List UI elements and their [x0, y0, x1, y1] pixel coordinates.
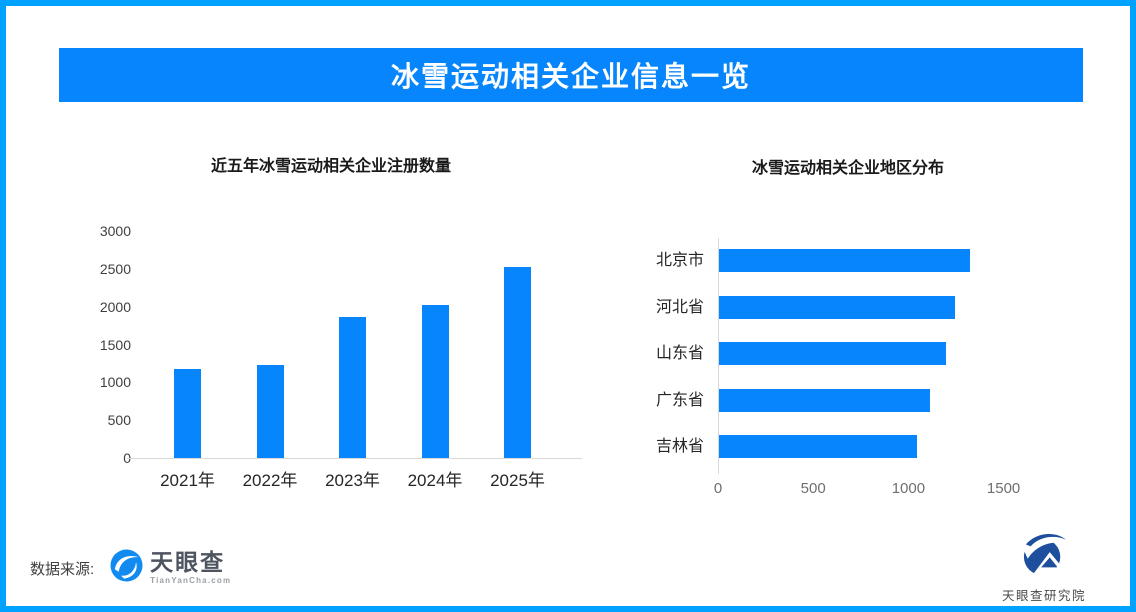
category-label-吉林省: 吉林省	[655, 438, 704, 455]
x-axis-category-label: 2022年	[242, 471, 298, 490]
bar-2023年	[339, 317, 366, 458]
region-chart-title: 冰雪运动相关企业地区分布	[751, 160, 944, 177]
x-axis-tick-label: 1500	[986, 480, 1021, 497]
y-axis-tick-label: 1500	[99, 336, 131, 353]
bar-山东省	[719, 342, 946, 365]
tianyancha-logo: 天眼查 TianYanCha.com	[110, 549, 231, 587]
page-title-banner: 冰雪运动相关企业信息一览	[59, 48, 1083, 102]
research-mountain-icon	[1020, 532, 1068, 581]
y-axis-tick-label: 1000	[99, 374, 131, 391]
category-label-河北省: 河北省	[655, 298, 704, 316]
x-axis-category-label: 2023年	[325, 471, 380, 490]
bar-北京市	[719, 249, 970, 272]
x-axis-category-label: 2021年	[160, 471, 215, 490]
research-institute-logo: 天眼查研究院	[978, 532, 1110, 604]
tianyancha-eye-icon	[110, 549, 143, 587]
bar-2024年	[421, 305, 449, 458]
y-axis-tick-label: 2000	[99, 298, 131, 315]
y-axis-tick-label: 2500	[99, 260, 131, 277]
category-label-山东省: 山东省	[655, 345, 704, 362]
category-label-北京市: 北京市	[655, 252, 704, 269]
x-axis-tick-label: 1000	[891, 480, 926, 497]
bar-吉林省	[719, 435, 917, 458]
x-axis-line	[127, 458, 582, 459]
x-axis-tick-label: 500	[800, 480, 826, 497]
data-source-row: 数据来源: 天眼查 TianYanCha.com	[30, 546, 231, 590]
x-axis-tick-label: 0	[713, 480, 723, 497]
page-title: 冰雪运动相关企业信息一览	[390, 61, 751, 92]
region-bar-chart: 北京市河北省山东省广东省吉林省 0 500 1000 1500	[640, 230, 1120, 515]
tianyancha-name: 天眼查	[150, 549, 226, 575]
bar-2021年	[174, 369, 201, 458]
category-label-广东省: 广东省	[655, 391, 704, 409]
registration-bar-chart: 0 500 1000 1500 2000 2500 3000 2021年 2022年 2023年 2…	[96, 221, 606, 506]
bar-2025年	[504, 267, 531, 458]
x-axis-category-label: 2025年	[490, 471, 545, 490]
tianyancha-domain: TianYanCha.com	[150, 576, 232, 585]
bar-河北省	[719, 295, 955, 319]
y-axis-tick-label: 0	[96, 450, 131, 466]
data-source-label: 数据来源:	[30, 560, 95, 578]
y-axis-tick-label: 3000	[99, 223, 131, 239]
y-axis-line	[718, 238, 719, 474]
registration-chart-title: 近五年冰雪运动相关企业注册数量	[210, 158, 451, 175]
bar-广东省	[719, 388, 930, 412]
tianyancha-wordmark: 天眼查 TianYanCha.com	[150, 551, 231, 585]
bar-2022年	[256, 365, 284, 458]
x-axis-category-label: 2024年	[407, 471, 463, 490]
research-institute-name: 天眼查研究院	[1001, 589, 1086, 603]
y-axis-tick-label: 500	[107, 412, 131, 429]
